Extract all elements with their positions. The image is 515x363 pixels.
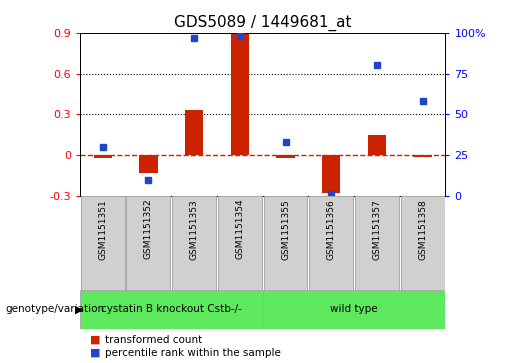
Bar [264, 196, 307, 290]
Bar [310, 196, 353, 290]
Bar [81, 196, 125, 290]
Bar [139, 155, 158, 173]
Text: GSM1151356: GSM1151356 [327, 199, 336, 260]
Bar [263, 290, 445, 329]
Text: GSM1151351: GSM1151351 [98, 199, 107, 260]
Title: GDS5089 / 1449681_at: GDS5089 / 1449681_at [174, 15, 351, 31]
Text: transformed count: transformed count [105, 335, 202, 345]
Text: GSM1151353: GSM1151353 [190, 199, 199, 260]
Text: GSM1151354: GSM1151354 [235, 199, 244, 260]
Bar [355, 196, 399, 290]
Bar [172, 196, 216, 290]
Bar [401, 196, 444, 290]
Text: wild type: wild type [330, 305, 378, 314]
Bar [185, 110, 203, 155]
Text: genotype/variation: genotype/variation [5, 305, 104, 314]
Bar [94, 155, 112, 158]
Bar [414, 155, 432, 156]
Text: GSM1151352: GSM1151352 [144, 199, 153, 260]
Text: ▶: ▶ [75, 305, 83, 314]
Bar [322, 155, 340, 193]
Bar [368, 135, 386, 155]
Text: GSM1151357: GSM1151357 [372, 199, 382, 260]
Bar [277, 155, 295, 158]
Bar [127, 196, 170, 290]
Bar [231, 33, 249, 155]
Text: ■: ■ [90, 348, 100, 358]
Text: GSM1151355: GSM1151355 [281, 199, 290, 260]
Bar [80, 290, 263, 329]
Text: cystatin B knockout Cstb-/-: cystatin B knockout Cstb-/- [101, 305, 242, 314]
Text: GSM1151358: GSM1151358 [418, 199, 427, 260]
Text: percentile rank within the sample: percentile rank within the sample [105, 348, 281, 358]
Text: ■: ■ [90, 335, 100, 345]
Bar [218, 196, 262, 290]
